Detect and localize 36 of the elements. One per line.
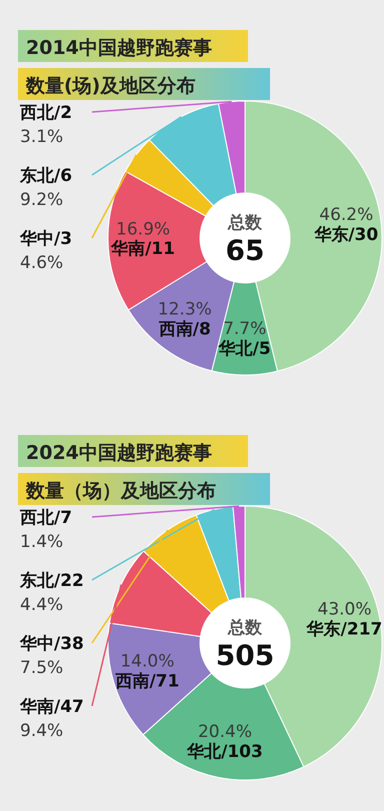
slice-label: 华东/30 xyxy=(313,224,378,245)
data-label: 9.2% xyxy=(20,190,64,210)
slice-label: 华中/3 xyxy=(19,229,72,249)
slice-label: 华东/217 xyxy=(306,620,382,640)
slice-label: 西南/71 xyxy=(114,672,180,692)
data-label: 7.7% xyxy=(223,319,266,339)
slice-label: 西北/7 xyxy=(19,508,72,528)
slice-label: 西北/2 xyxy=(19,103,72,123)
chart-subtitle: 数量(场)及地区分布 xyxy=(25,75,196,97)
text: 总数 xyxy=(227,618,263,638)
data-label: 20.4% xyxy=(198,722,252,742)
chart-subtitle: 数量（场）及地区分布 xyxy=(25,480,216,502)
text: 505 xyxy=(216,639,274,672)
data-label: 4.6% xyxy=(20,253,64,273)
slice-label: 东北/6 xyxy=(19,166,72,186)
chart-title: 2024中国越野跑赛事 xyxy=(26,442,212,464)
text: 65 xyxy=(226,234,264,267)
slice-label: 华北/5 xyxy=(218,339,271,359)
data-label: 1.4% xyxy=(20,532,64,552)
chart-title: 2014中国越野跑赛事 xyxy=(26,37,212,59)
slice-label: 华北/103 xyxy=(186,742,263,762)
slice-label: 西南/8 xyxy=(158,319,211,340)
data-label: 7.5% xyxy=(20,658,64,678)
slice-label: 华南/11 xyxy=(110,239,175,260)
data-label: 46.2% xyxy=(319,204,374,225)
data-label: 43.0% xyxy=(318,600,372,620)
data-label: 16.9% xyxy=(116,219,170,240)
data-label: 3.1% xyxy=(20,127,64,147)
slice-label: 华南/47 xyxy=(19,697,84,717)
slice-label: 华中/38 xyxy=(19,634,84,654)
data-label: 4.4% xyxy=(20,595,64,615)
data-label: 9.4% xyxy=(20,721,64,741)
text: 总数 xyxy=(227,213,263,233)
data-label: 12.3% xyxy=(158,299,212,320)
slice-label: 东北/22 xyxy=(19,571,84,591)
data-label: 14.0% xyxy=(120,652,174,672)
